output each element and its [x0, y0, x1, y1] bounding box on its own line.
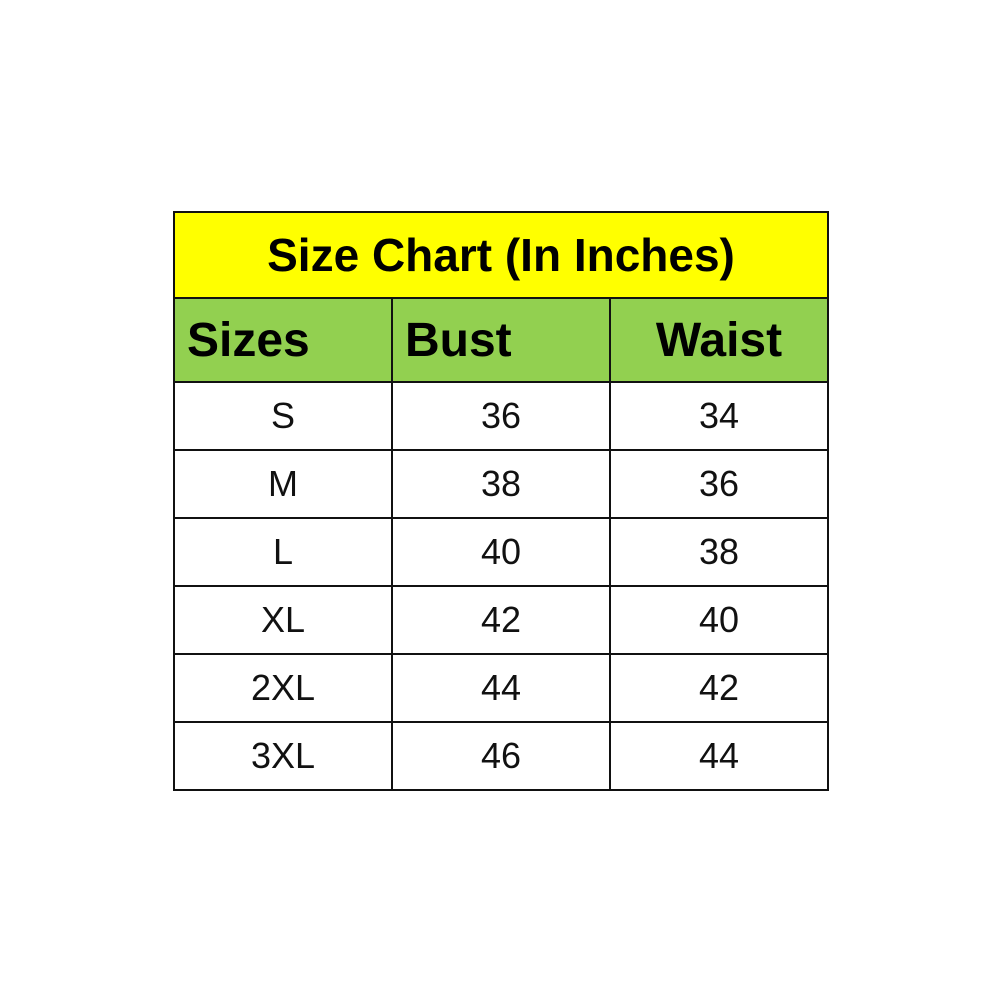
cell-size: M	[173, 449, 393, 519]
cell-waist: 40	[609, 585, 829, 655]
cell-size: L	[173, 517, 393, 587]
title-row: Size Chart (In Inches)	[173, 211, 829, 299]
cell-bust: 42	[391, 585, 611, 655]
cell-bust: 44	[391, 653, 611, 723]
size-chart-table: Size Chart (In Inches) Sizes Bust Waist …	[173, 211, 829, 791]
header-waist: Waist	[609, 297, 829, 383]
cell-waist: 44	[609, 721, 829, 791]
header-sizes: Sizes	[173, 297, 393, 383]
cell-size: S	[173, 381, 393, 451]
cell-waist: 34	[609, 381, 829, 451]
cell-size: 2XL	[173, 653, 393, 723]
cell-bust: 46	[391, 721, 611, 791]
cell-bust: 40	[391, 517, 611, 587]
table-row: M 38 36	[173, 449, 829, 519]
cell-size: XL	[173, 585, 393, 655]
header-bust: Bust	[391, 297, 611, 383]
table-row: XL 42 40	[173, 585, 829, 655]
header-row: Sizes Bust Waist	[173, 297, 829, 383]
cell-bust: 38	[391, 449, 611, 519]
table-row: L 40 38	[173, 517, 829, 587]
table-row: 3XL 46 44	[173, 721, 829, 791]
table-title: Size Chart (In Inches)	[173, 211, 829, 299]
table-row: 2XL 44 42	[173, 653, 829, 723]
cell-waist: 38	[609, 517, 829, 587]
cell-bust: 36	[391, 381, 611, 451]
cell-waist: 42	[609, 653, 829, 723]
cell-waist: 36	[609, 449, 829, 519]
table-row: S 36 34	[173, 381, 829, 451]
cell-size: 3XL	[173, 721, 393, 791]
